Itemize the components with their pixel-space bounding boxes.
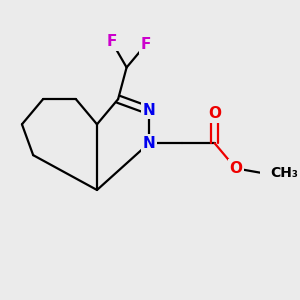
Text: F: F <box>106 34 117 49</box>
Text: F: F <box>140 37 151 52</box>
Text: O: O <box>229 161 242 176</box>
Text: O: O <box>208 106 221 121</box>
Text: CH₃: CH₃ <box>270 166 298 180</box>
Text: N: N <box>142 136 155 151</box>
Text: N: N <box>142 103 155 118</box>
